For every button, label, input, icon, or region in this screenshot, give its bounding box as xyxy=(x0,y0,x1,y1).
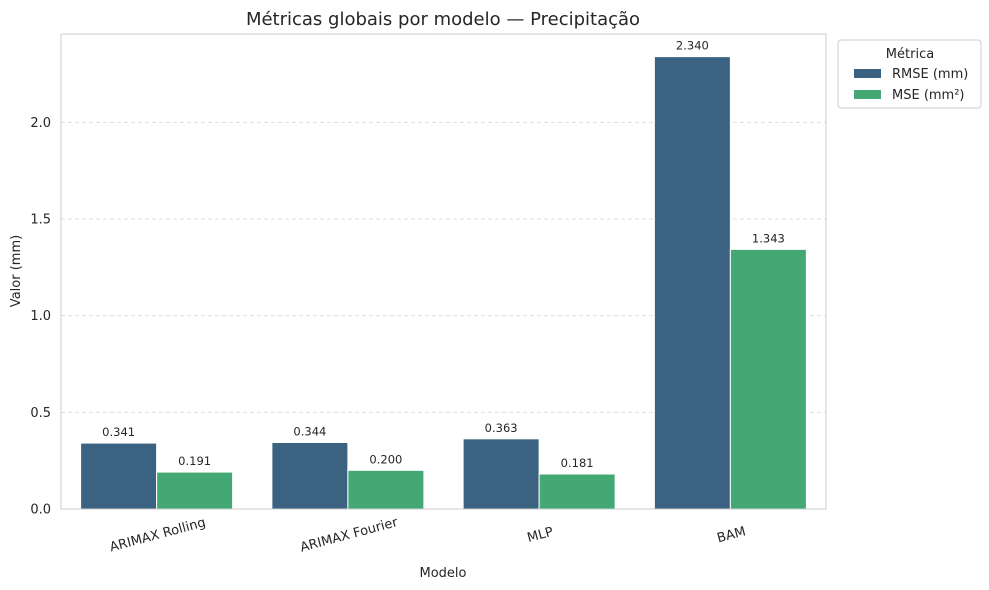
legend-swatch-rmse xyxy=(854,69,881,78)
legend-label-mse: MSE (mm²) xyxy=(892,88,965,103)
data-label: 0.363 xyxy=(485,421,518,435)
bar-rmse xyxy=(80,442,158,510)
bar-rmse xyxy=(271,441,349,510)
bars-group: 0.341 0.191 0.344 0.200 0.363 0.181 2.340 1.343 xyxy=(80,39,807,510)
y-tick-label: 1.5 xyxy=(30,213,51,228)
y-tick-label: 0.5 xyxy=(30,406,51,421)
data-label: 0.341 xyxy=(102,425,135,439)
data-label: 0.200 xyxy=(369,452,402,466)
data-label: 0.191 xyxy=(178,454,211,468)
x-tick-label: ARIMAX Fourier xyxy=(299,515,401,556)
bar-mse xyxy=(347,469,425,510)
y-tick-label: 0.0 xyxy=(30,503,51,518)
data-label: 2.340 xyxy=(676,39,709,53)
x-tick-label: MLP xyxy=(526,525,555,546)
x-tick-label: ARIMAX Rolling xyxy=(108,515,207,555)
x-axis-title: Modelo xyxy=(420,566,467,581)
data-label: 1.343 xyxy=(752,231,785,245)
bar-mse xyxy=(538,473,616,510)
bar-rmse xyxy=(653,56,731,510)
bar-mse xyxy=(156,471,234,510)
plot-frame xyxy=(60,33,827,510)
bar-mse xyxy=(729,248,807,510)
legend: Métrica RMSE (mm) MSE (mm²) xyxy=(837,39,982,109)
y-tick-label: 2.0 xyxy=(30,116,51,131)
legend-swatch-mse xyxy=(854,90,881,99)
y-axis-title: Valor (mm) xyxy=(9,235,24,307)
x-tick-label: BAM xyxy=(716,524,748,546)
data-label: 0.181 xyxy=(561,456,594,470)
legend-label-rmse: RMSE (mm) xyxy=(892,67,968,82)
data-label: 0.344 xyxy=(293,424,326,438)
bar-rmse xyxy=(462,438,540,510)
x-tick-labels: ARIMAX Rolling ARIMAX Fourier MLP BAM xyxy=(108,515,747,556)
y-tick-labels: 0.0 0.5 1.0 1.5 2.0 xyxy=(30,116,51,518)
chart-title: Métricas globais por modelo — Precipitaç… xyxy=(246,9,640,30)
y-tick-label: 1.0 xyxy=(30,309,51,324)
legend-title: Métrica xyxy=(886,47,934,62)
